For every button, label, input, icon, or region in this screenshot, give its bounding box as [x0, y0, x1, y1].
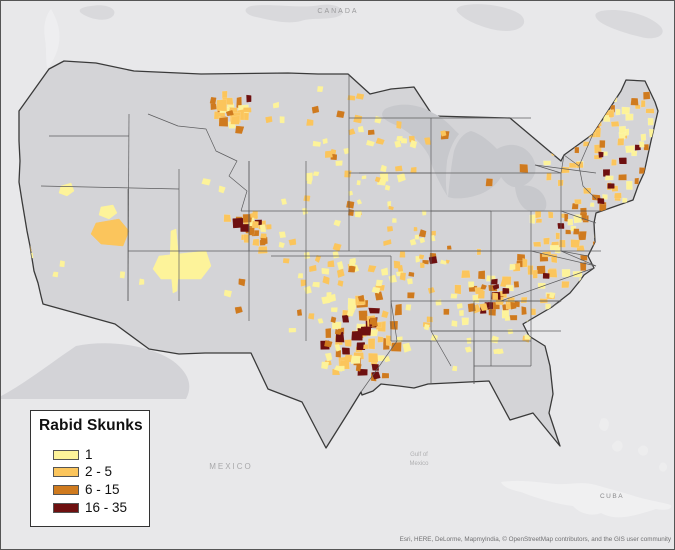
svg-text:CUBA: CUBA	[600, 493, 624, 500]
svg-text:Mexico: Mexico	[409, 461, 429, 467]
svg-text:Gulf of: Gulf of	[410, 452, 428, 458]
svg-text:MEXICO: MEXICO	[209, 462, 253, 471]
svg-text:CANADA: CANADA	[317, 8, 358, 15]
svg-text:Esri, HERE, DeLorme, MapmyIndi: Esri, HERE, DeLorme, MapmyIndia, © OpenS…	[400, 535, 672, 543]
